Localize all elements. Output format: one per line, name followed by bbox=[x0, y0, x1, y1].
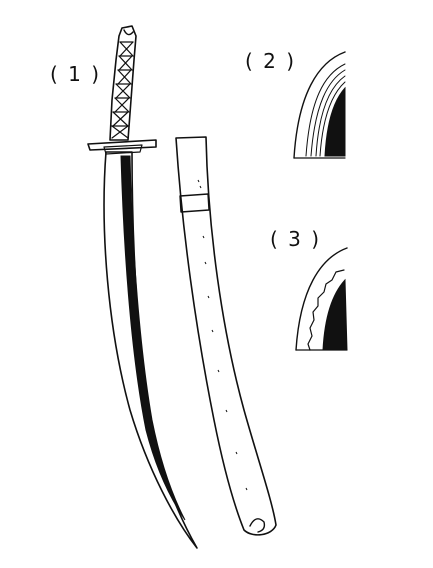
scabbard-band bbox=[179, 193, 210, 213]
guard bbox=[87, 139, 157, 151]
scabbard-outline bbox=[175, 136, 277, 536]
label-1: ( 1 ) bbox=[50, 62, 101, 86]
scabbard-drawing bbox=[175, 136, 277, 536]
scabbard-end bbox=[249, 518, 266, 533]
detail-2-core bbox=[324, 86, 346, 157]
hilt-outline bbox=[109, 25, 137, 141]
blade-groove bbox=[120, 155, 186, 521]
label-2: ( 2 ) bbox=[245, 49, 296, 73]
sword-drawing bbox=[87, 25, 198, 549]
detail-2 bbox=[293, 51, 346, 159]
pommel-loop bbox=[123, 29, 134, 36]
detail-3 bbox=[295, 247, 348, 351]
detail-3-outer bbox=[295, 247, 348, 351]
scabbard-texture bbox=[197, 179, 248, 491]
detail-2-outer bbox=[293, 51, 346, 159]
detail-3-hamon bbox=[307, 269, 345, 351]
hilt-wrapping bbox=[111, 41, 134, 139]
detail-3-core bbox=[322, 278, 348, 351]
label-3: ( 3 ) bbox=[270, 227, 321, 251]
